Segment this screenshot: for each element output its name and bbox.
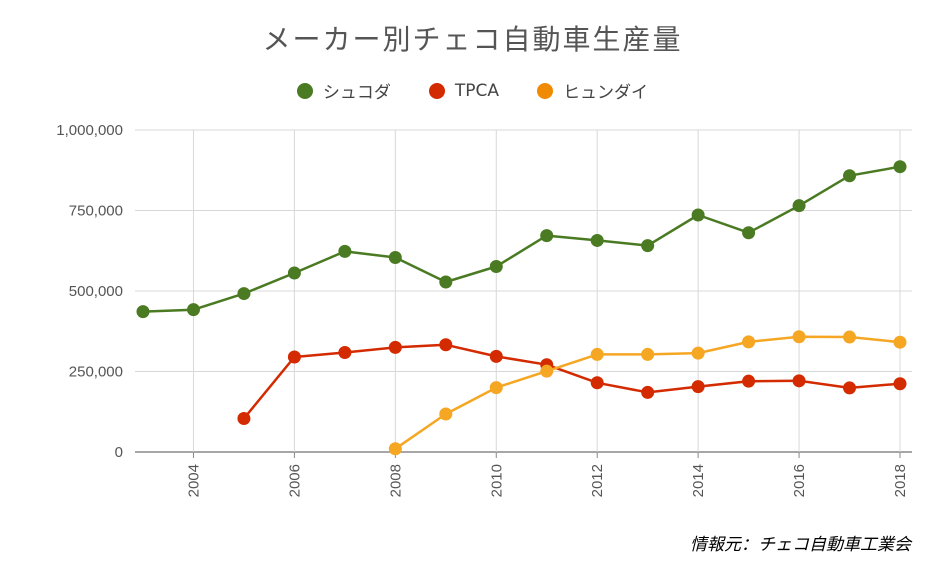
data-point-skoda xyxy=(590,233,604,247)
data-point-skoda xyxy=(287,266,301,280)
data-point-skoda xyxy=(237,287,251,301)
data-point-skoda xyxy=(186,303,200,317)
data-point-tpca xyxy=(388,340,402,354)
data-point-skoda xyxy=(792,199,806,213)
data-point-skoda xyxy=(691,208,705,222)
x-tick-label: 2004 xyxy=(185,464,202,497)
legend-item-skoda[interactable]: シュコダ xyxy=(296,78,391,103)
data-point-hyundai xyxy=(439,407,453,421)
legend-marker-skoda xyxy=(296,82,313,99)
data-point-skoda xyxy=(893,160,907,174)
data-point-hyundai xyxy=(590,347,604,361)
data-point-skoda xyxy=(136,305,150,319)
data-point-tpca xyxy=(338,346,352,360)
x-tick-label: 2012 xyxy=(589,464,606,497)
x-tick-label: 2016 xyxy=(791,464,808,497)
legend-item-hyundai[interactable]: ヒュンダイ xyxy=(537,78,648,103)
legend-label-hyundai: ヒュンダイ xyxy=(563,83,649,103)
legend-marker-hyundai xyxy=(537,82,554,99)
data-point-hyundai xyxy=(641,347,655,361)
data-point-hyundai xyxy=(691,346,705,360)
data-point-skoda xyxy=(439,275,453,289)
legend-label-skoda: シュコダ xyxy=(322,83,391,103)
series-line-skoda xyxy=(142,165,901,313)
data-point-skoda xyxy=(489,260,503,274)
data-point-skoda xyxy=(540,229,554,243)
x-tick-label: 2010 xyxy=(488,464,505,497)
data-point-hyundai xyxy=(843,330,857,344)
data-point-tpca xyxy=(590,376,604,390)
data-point-hyundai xyxy=(893,335,907,349)
legend-marker-tpca xyxy=(428,82,445,99)
data-point-skoda xyxy=(388,251,402,265)
y-tick-label: 250,000 xyxy=(69,364,123,381)
y-tick-label: 1,000,000 xyxy=(56,122,123,139)
data-point-tpca xyxy=(287,350,301,364)
data-point-hyundai xyxy=(489,381,503,395)
series-line-tpca xyxy=(242,343,901,420)
data-point-tpca xyxy=(742,374,756,388)
x-tick-label: 2008 xyxy=(387,464,404,497)
legend-item-tpca[interactable]: TPCA xyxy=(428,78,500,103)
data-point-tpca xyxy=(641,385,655,399)
data-point-tpca xyxy=(893,377,907,391)
data-point-tpca xyxy=(439,338,453,352)
data-point-skoda xyxy=(843,169,857,183)
y-tick-label: 500,000 xyxy=(69,283,123,300)
data-point-tpca xyxy=(843,381,857,395)
data-point-tpca xyxy=(691,380,705,394)
data-point-skoda xyxy=(742,226,756,240)
x-tick-label: 2006 xyxy=(286,464,303,497)
data-point-hyundai xyxy=(540,364,554,378)
data-point-tpca xyxy=(792,374,806,388)
chart-legend: シュコダ TPCA ヒュンダイ xyxy=(0,78,945,103)
chart-title: メーカー別チェコ自動車生産量 xyxy=(262,23,683,56)
data-point-hyundai xyxy=(742,335,756,349)
source-note: 情報元：チェコ自動車工業会 xyxy=(690,535,911,555)
legend-label-tpca: TPCA xyxy=(454,80,500,101)
data-point-tpca xyxy=(489,349,503,363)
data-point-skoda xyxy=(338,244,352,258)
data-point-hyundai xyxy=(792,330,806,344)
data-point-skoda xyxy=(641,239,655,253)
data-point-tpca xyxy=(237,412,251,426)
data-point-hyundai xyxy=(388,442,402,456)
x-tick-label: 2014 xyxy=(690,464,707,497)
y-tick-label: 0 xyxy=(115,444,123,461)
y-tick-label: 750,000 xyxy=(69,203,123,220)
x-tick-label: 2018 xyxy=(892,464,909,497)
